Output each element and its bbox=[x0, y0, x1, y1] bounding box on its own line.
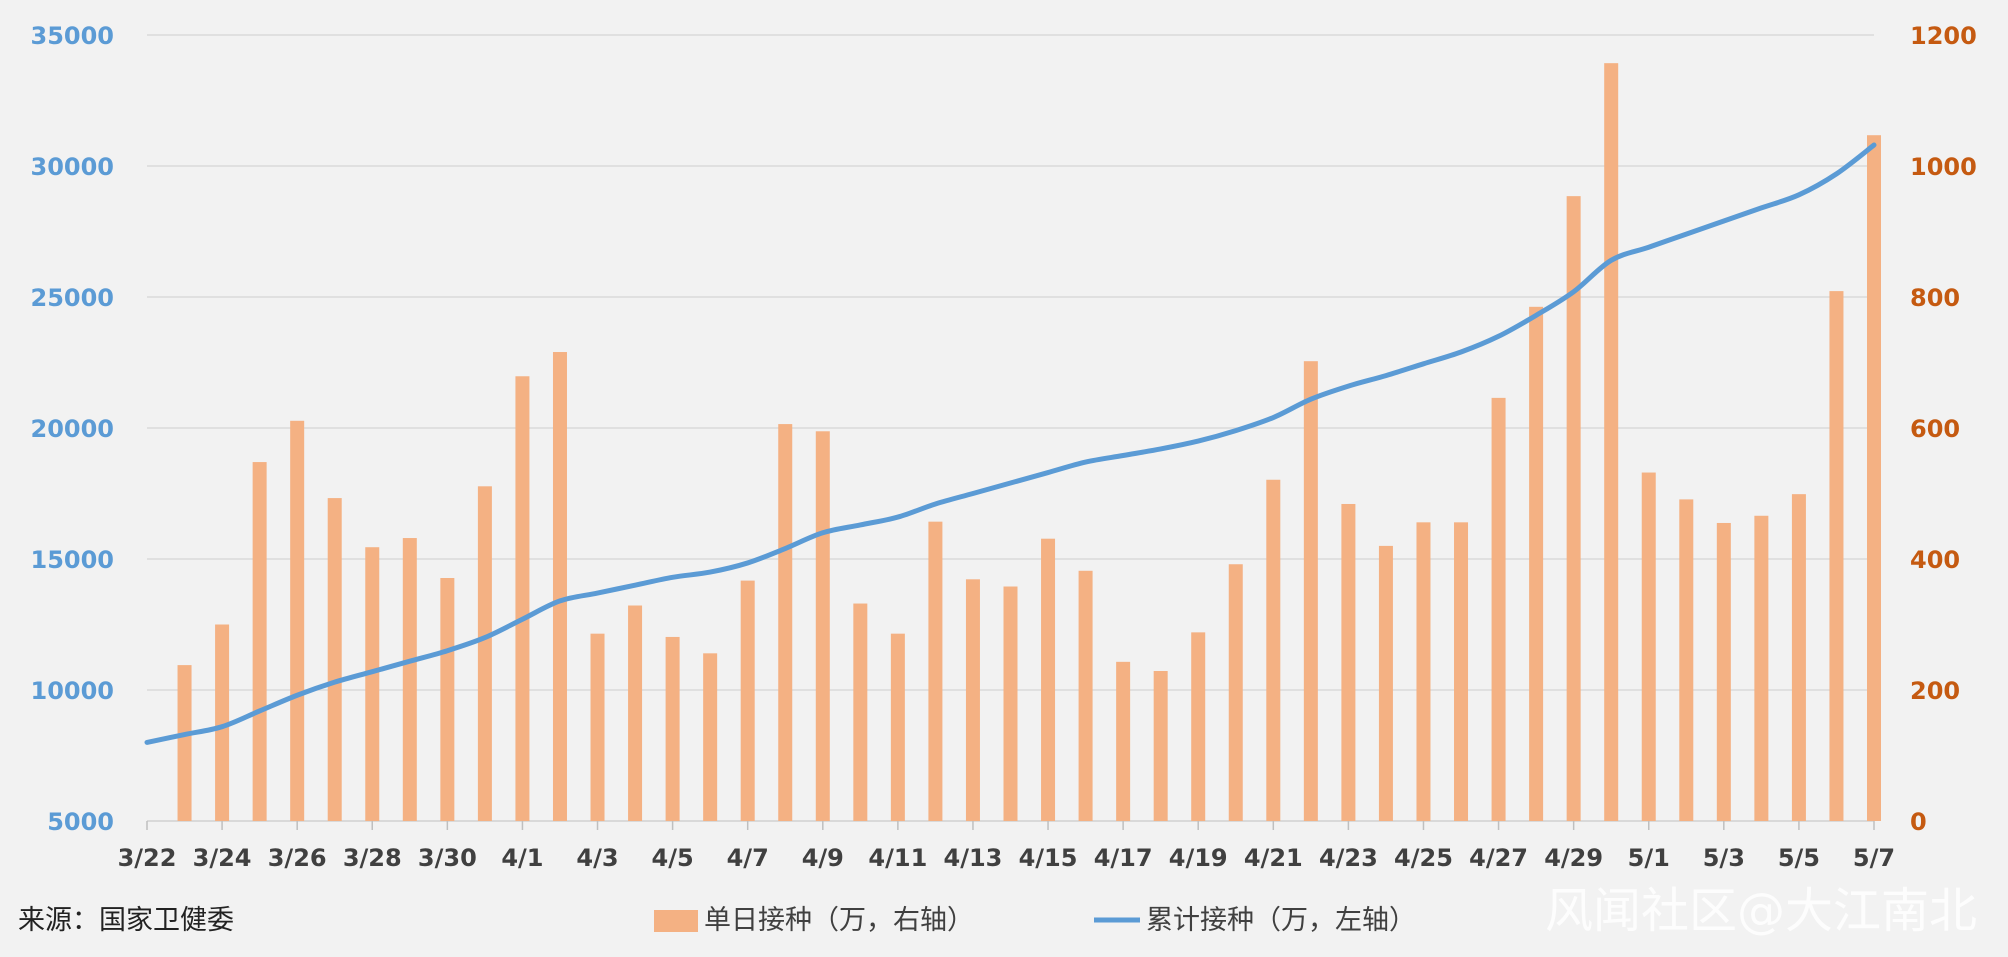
cumulative-vaccination-line bbox=[144, 142, 1877, 745]
bar bbox=[1454, 522, 1469, 821]
x-tick-label: 4/17 bbox=[1094, 844, 1153, 872]
bar bbox=[1378, 545, 1393, 821]
bar bbox=[1754, 515, 1769, 821]
bar bbox=[327, 498, 342, 821]
x-tick-label: 4/25 bbox=[1394, 844, 1453, 872]
right-tick-label: 800 bbox=[1910, 284, 1960, 312]
bar bbox=[1003, 586, 1018, 821]
bar bbox=[1791, 494, 1806, 821]
x-tick-label: 5/5 bbox=[1778, 844, 1820, 872]
bar bbox=[215, 624, 230, 821]
bar bbox=[628, 605, 643, 821]
x-tick-label: 4/11 bbox=[868, 844, 927, 872]
right-tick-label: 1000 bbox=[1910, 153, 1977, 181]
legend-bar-swatch bbox=[654, 910, 698, 932]
bar bbox=[1641, 472, 1656, 821]
x-tick-label: 4/23 bbox=[1319, 844, 1378, 872]
bar bbox=[815, 431, 830, 821]
bar bbox=[1679, 499, 1694, 821]
bar bbox=[965, 579, 980, 821]
x-tick-label: 4/29 bbox=[1544, 844, 1603, 872]
x-tick-label: 5/1 bbox=[1628, 844, 1670, 872]
bar bbox=[1529, 306, 1544, 821]
bar bbox=[515, 376, 530, 821]
bar bbox=[1867, 135, 1881, 822]
bar bbox=[1078, 570, 1093, 821]
right-tick-label: 600 bbox=[1910, 415, 1960, 443]
bar bbox=[1041, 538, 1056, 821]
x-tick-label: 4/27 bbox=[1469, 844, 1528, 872]
left-tick-label: 30000 bbox=[31, 153, 115, 181]
bar bbox=[1116, 661, 1131, 821]
bar bbox=[1604, 63, 1619, 822]
bar bbox=[552, 352, 567, 821]
left-tick-label: 20000 bbox=[31, 415, 115, 443]
bar bbox=[665, 636, 680, 821]
watermark: 风闻社区@大江南北 bbox=[1545, 883, 1977, 939]
gridlines bbox=[147, 34, 1874, 822]
bar bbox=[1341, 503, 1356, 821]
left-tick-label: 10000 bbox=[31, 677, 115, 705]
bar bbox=[740, 580, 755, 821]
legend: 单日接种（万，右轴） 累计接种（万，左轴） bbox=[654, 905, 1416, 936]
cumulative-line-path bbox=[144, 142, 1877, 745]
bar bbox=[402, 538, 417, 821]
x-tick-label: 3/30 bbox=[418, 844, 477, 872]
x-tick-label: 3/22 bbox=[118, 844, 177, 872]
bar bbox=[1416, 522, 1431, 821]
x-axis: 3/22 3/24 3/26 3/28 3/30 4/1 4/3 4/5 4/7 4/9 4/11 4… bbox=[118, 821, 1895, 872]
x-tick-label: 5/7 bbox=[1853, 844, 1895, 872]
right-tick-label: 200 bbox=[1910, 677, 1960, 705]
x-tick-label: 3/28 bbox=[343, 844, 402, 872]
x-tick-label: 4/19 bbox=[1169, 844, 1228, 872]
left-tick-label: 5000 bbox=[47, 808, 114, 836]
bar bbox=[853, 603, 868, 821]
bar bbox=[1829, 291, 1844, 822]
daily-vaccination-bars bbox=[177, 63, 1881, 822]
bar bbox=[440, 577, 455, 821]
right-axis: 0 200 400 600 800 1000 1200 bbox=[1910, 22, 1977, 836]
x-tick-label: 4/7 bbox=[727, 844, 769, 872]
bar bbox=[1266, 479, 1281, 821]
bar bbox=[1716, 522, 1731, 821]
bar bbox=[1303, 361, 1318, 821]
bar bbox=[252, 462, 267, 821]
x-tick-label: 4/5 bbox=[652, 844, 694, 872]
bar bbox=[703, 653, 718, 821]
x-tick-label: 4/13 bbox=[944, 844, 1003, 872]
bar bbox=[290, 420, 305, 821]
bar bbox=[1566, 196, 1581, 821]
left-tick-label: 15000 bbox=[31, 546, 115, 574]
right-tick-label: 1200 bbox=[1910, 22, 1977, 50]
x-tick-label: 4/21 bbox=[1244, 844, 1303, 872]
bar bbox=[928, 521, 943, 821]
bar bbox=[890, 633, 905, 821]
bar bbox=[1228, 564, 1243, 821]
x-tick-label: 5/3 bbox=[1703, 844, 1745, 872]
x-tick-label: 4/3 bbox=[576, 844, 618, 872]
left-tick-label: 35000 bbox=[31, 22, 115, 50]
bar bbox=[778, 424, 793, 821]
legend-line-label: 累计接种（万，左轴） bbox=[1146, 905, 1416, 936]
x-tick-label: 3/24 bbox=[193, 844, 252, 872]
bar bbox=[1153, 671, 1168, 821]
bar bbox=[1191, 632, 1206, 821]
x-tick-label: 4/15 bbox=[1019, 844, 1078, 872]
bar bbox=[177, 665, 192, 821]
right-tick-label: 400 bbox=[1910, 546, 1960, 574]
x-tick-label: 4/9 bbox=[802, 844, 844, 872]
x-tick-label: 4/1 bbox=[501, 844, 543, 872]
x-tick-label: 3/26 bbox=[268, 844, 327, 872]
bar bbox=[477, 486, 492, 821]
bar bbox=[1491, 397, 1506, 821]
right-tick-label: 0 bbox=[1910, 808, 1927, 836]
left-tick-label: 25000 bbox=[31, 284, 115, 312]
bar bbox=[365, 547, 380, 821]
legend-bar-label: 单日接种（万，右轴） bbox=[704, 905, 974, 936]
left-axis: 5000 10000 15000 20000 25000 30000 35000 bbox=[31, 22, 115, 836]
source-note: 来源：国家卫健委 bbox=[18, 905, 234, 936]
bar bbox=[590, 633, 605, 821]
